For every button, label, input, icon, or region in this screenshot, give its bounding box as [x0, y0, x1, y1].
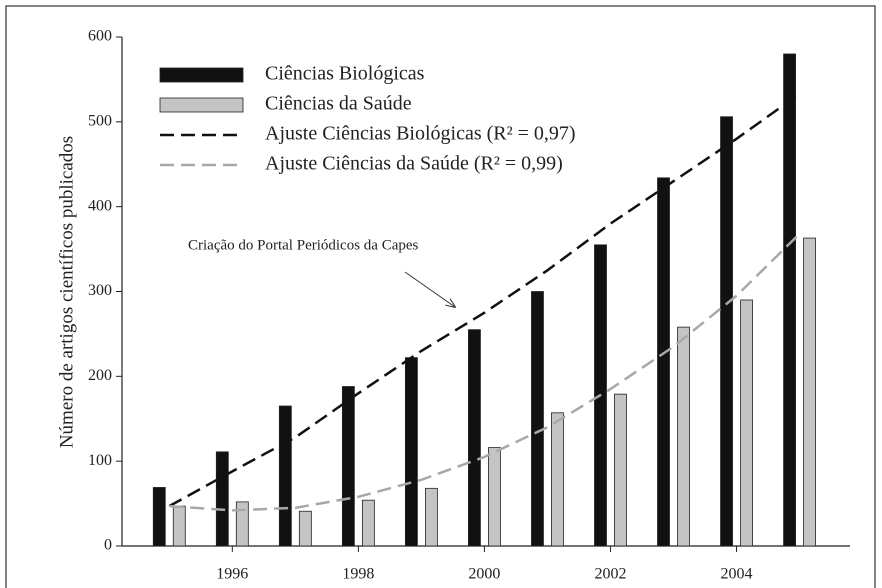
- y-tick-label: 100: [88, 452, 112, 469]
- bar: [235, 501, 249, 547]
- bar: [172, 505, 186, 547]
- frame: [5, 5, 876, 588]
- bar: [740, 299, 753, 547]
- legend-label: Ajuste Ciências da Saúde (R² = 0,99): [265, 153, 563, 175]
- legend-swatch: [159, 97, 244, 113]
- bar: [215, 451, 229, 547]
- bar: [298, 510, 312, 547]
- bar: [278, 405, 292, 547]
- legend-swatch: [159, 67, 244, 83]
- bar: [468, 329, 481, 547]
- bar: [614, 393, 627, 547]
- y-tick-label: 0: [104, 537, 112, 554]
- annotation: Criação do Portal Periódicos da Capes: [188, 237, 419, 253]
- x-tick-label: 2002: [594, 566, 626, 583]
- bar: [424, 487, 438, 547]
- bar: [677, 326, 690, 547]
- bar: [551, 412, 564, 547]
- bar: [488, 447, 501, 547]
- fit-line: [168, 92, 801, 508]
- bar: [783, 53, 796, 547]
- bar: [803, 237, 816, 547]
- legend-label: Ciências da Saúde: [265, 93, 412, 115]
- bar: [152, 487, 166, 547]
- bar: [531, 291, 544, 547]
- y-tick-label: 600: [88, 28, 112, 45]
- x-tick-label: 2000: [468, 566, 500, 583]
- x-tick-label: 1998: [342, 566, 374, 583]
- bar: [720, 116, 733, 547]
- bar: [361, 499, 375, 547]
- y-tick-label: 300: [88, 282, 112, 299]
- fit-line: [169, 232, 801, 512]
- bar: [404, 357, 418, 547]
- y-tick-label: 400: [88, 197, 112, 214]
- annotation-arrow: [404, 271, 455, 307]
- legend-label: Ciências Biológicas: [265, 63, 425, 85]
- x-tick-label: 2004: [721, 566, 753, 583]
- y-tick-label: 200: [88, 367, 112, 384]
- y-tick-label: 500: [88, 113, 112, 130]
- y-axis-label: Número de artigos científicos publicados: [56, 136, 77, 448]
- legend-label: Ajuste Ciências Biológicas (R² = 0,97): [265, 123, 576, 145]
- x-tick-label: 1996: [216, 566, 248, 583]
- bar: [657, 177, 670, 547]
- bar: [341, 386, 355, 547]
